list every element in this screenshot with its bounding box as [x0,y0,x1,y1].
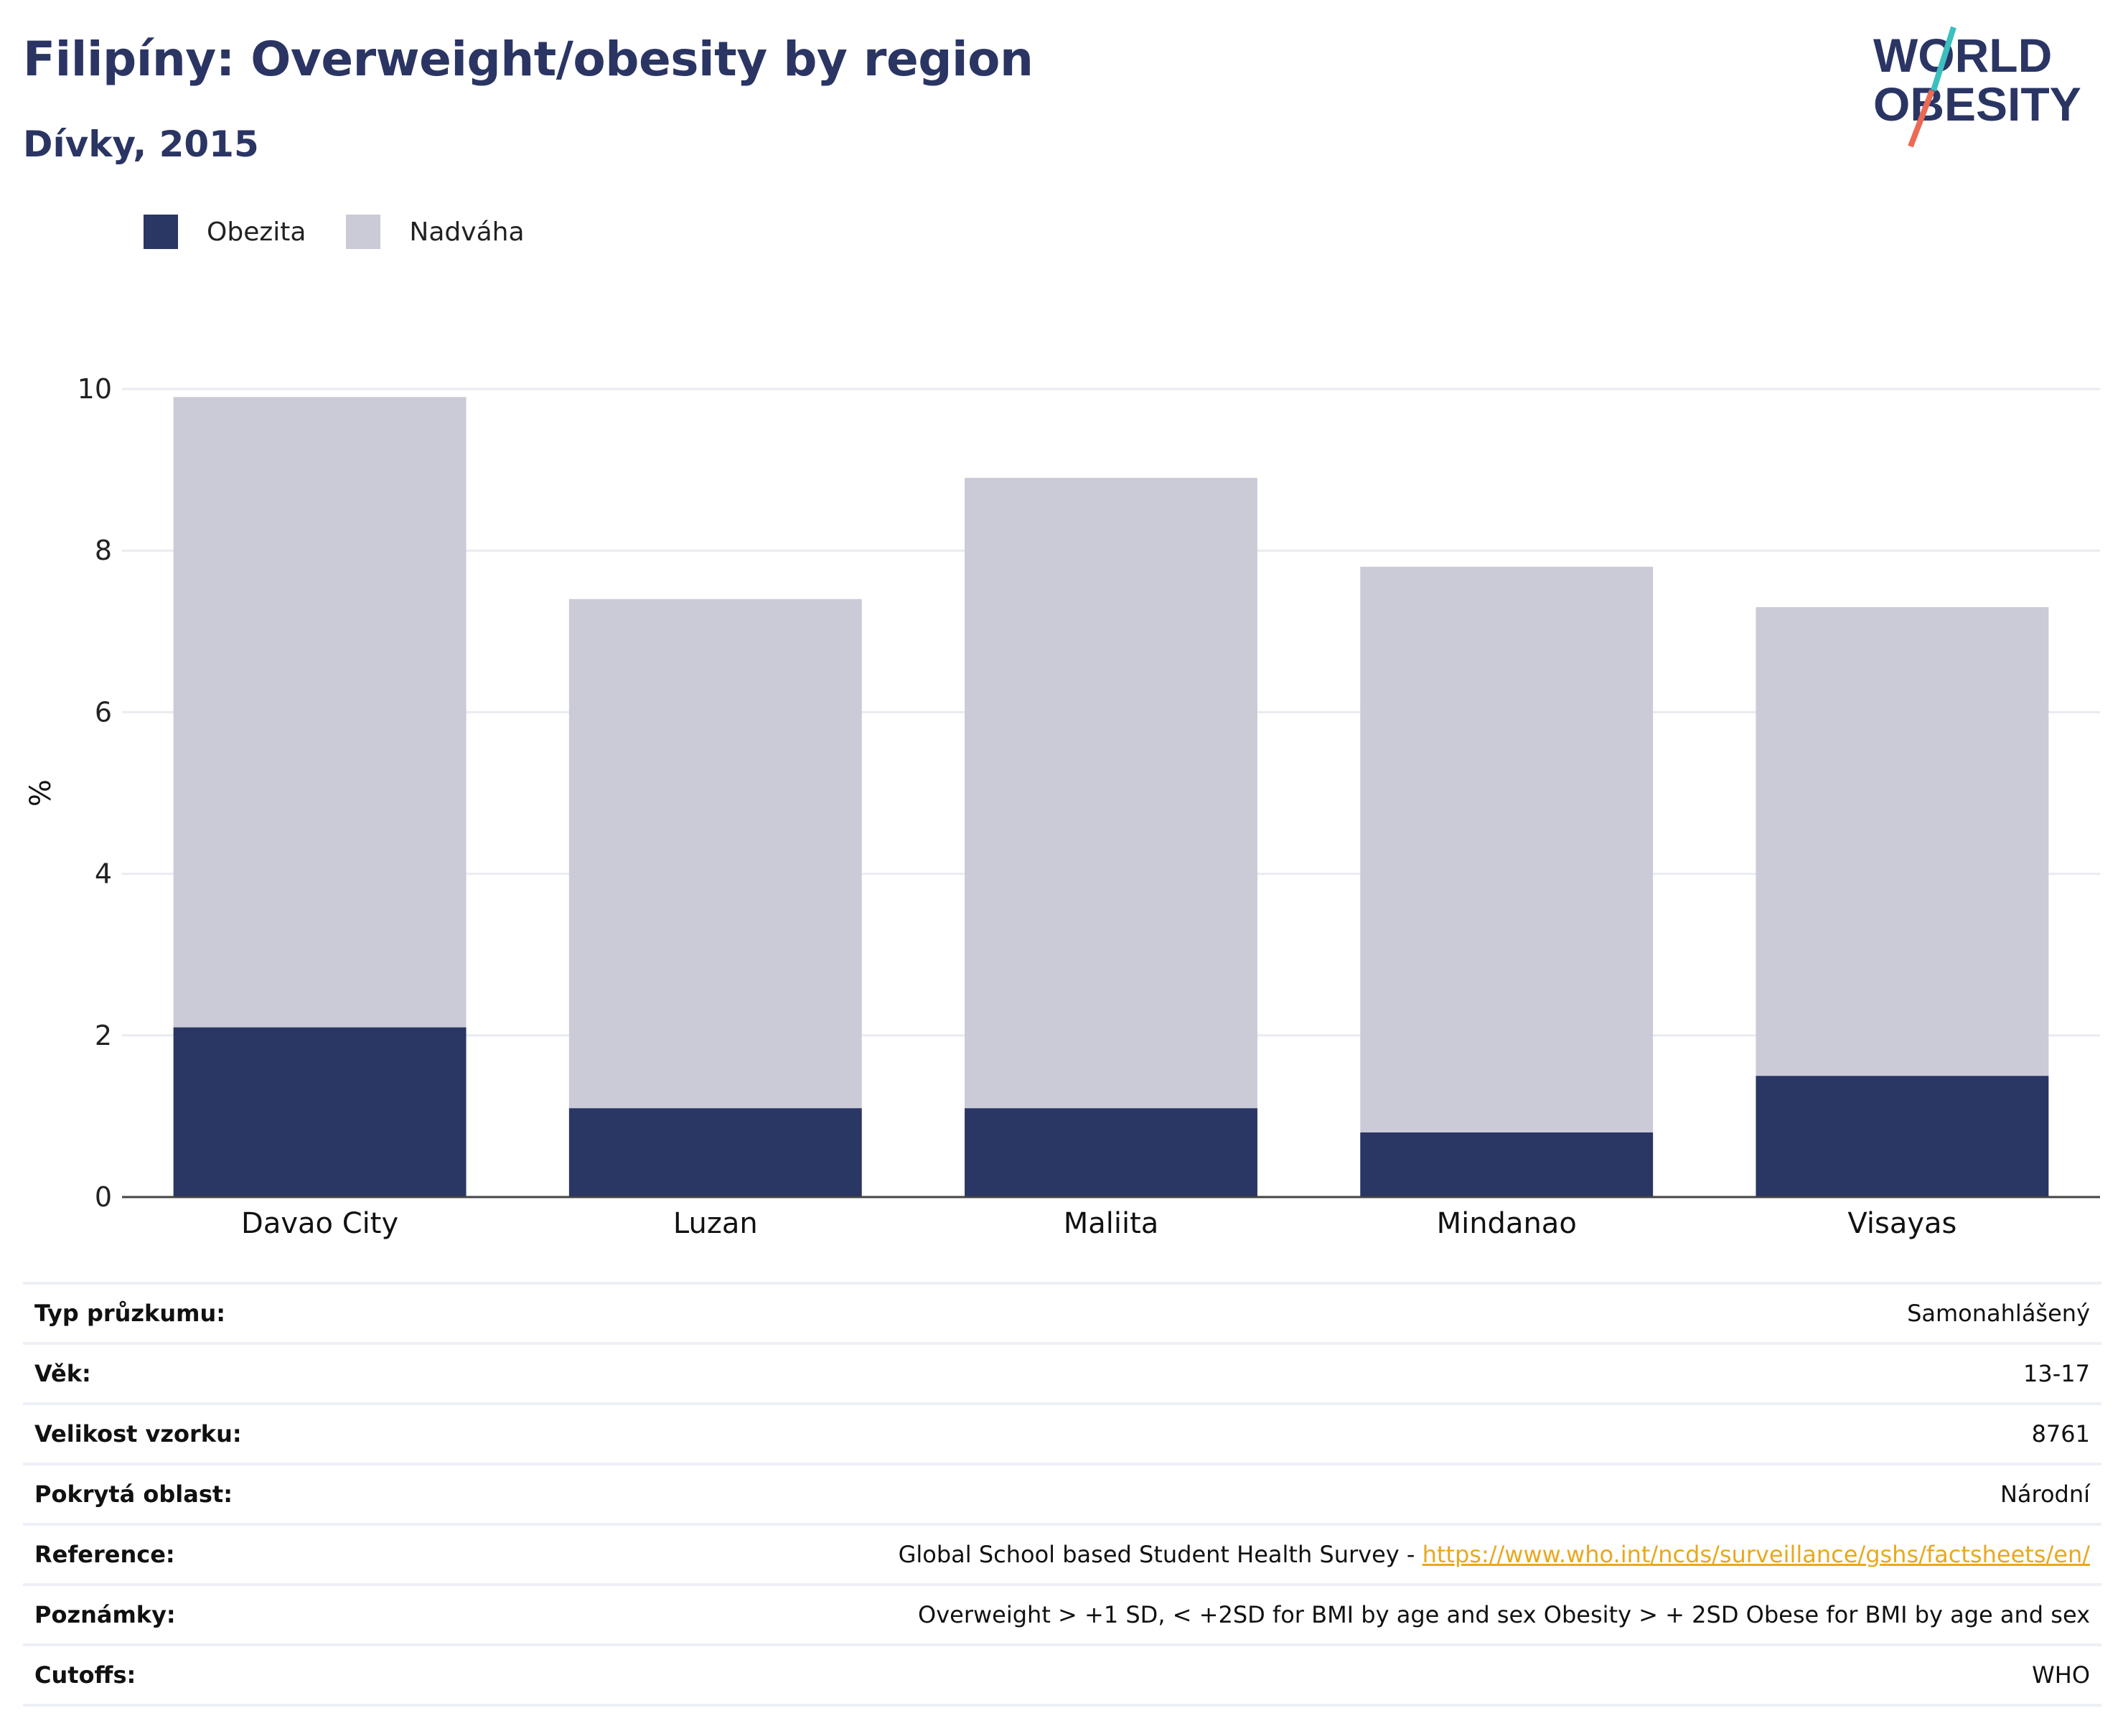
y-tick-label: 2 [95,1020,112,1051]
y-tick-label: 8 [95,535,112,566]
meta-row-survey-type: Typ průzkumu: Samonahlášený [23,1282,2101,1342]
bar-nadváha [965,477,1257,1109]
world-obesity-logo: WORLD OBESITY [1873,26,2081,148]
meta-label: Poznámky: [34,1601,176,1628]
legend-item-obezita[interactable]: Obezita [144,215,306,249]
legend-label-obezita: Obezita [207,217,306,247]
legend-swatch-nadvaha [346,215,381,249]
meta-row-sample-size: Velikost vzorku: 8761 [23,1402,2101,1463]
bar-nadváha [173,397,467,1028]
meta-value-reference: Global School based Student Health Surve… [899,1541,2101,1568]
legend-item-nadvaha[interactable]: Nadváha [346,215,525,249]
bar-obezita [173,1027,467,1197]
meta-value: Overweight > +1 SD, < +2SD for BMI by ag… [918,1601,2090,1628]
legend-label-nadvaha: Nadváha [409,217,525,247]
x-tick-label: Luzan [673,1207,758,1240]
y-tick-label: 4 [95,858,112,890]
meta-label: Typ průzkumu: [34,1300,226,1327]
meta-label: Reference: [34,1541,175,1568]
bar-nadváha [568,599,862,1109]
meta-value: WHO [2032,1661,2090,1689]
meta-value: Samonahlášený [1907,1300,2090,1327]
bar-nadváha [1360,566,1654,1132]
survey-metadata-table: Typ průzkumu: Samonahlášený Věk: 13-17 V… [23,1282,2101,1707]
legend-swatch-obezita [144,215,178,249]
y-axis-label: % [24,779,57,807]
meta-label: Pokrytá oblast: [34,1481,233,1508]
chart-subtitle: Dívky, 2015 [23,123,259,165]
meta-label: Věk: [34,1360,91,1387]
meta-row-cutoffs: Cutoffs: WHO [23,1643,2101,1707]
svg-text:WORLD: WORLD [1873,29,2052,82]
reference-link[interactable]: https://www.who.int/ncds/surveillance/gs… [1422,1541,2090,1568]
chart-title: Filipíny: Overweight/obesity by region [23,32,1034,87]
stacked-bar-chart: 0 2 4 6 8 10% Davao City Luzan Maliita Mindanao Vi… [24,373,2100,1240]
bar-obezita [965,1108,1257,1197]
meta-label: Cutoffs: [34,1661,136,1689]
reference-text: Global School based Student Health Surve… [898,1541,1423,1568]
chart-legend: Obezita Nadváha [144,214,565,250]
meta-row-notes: Poznámky: Overweight > +1 SD, < +2SD for… [23,1583,2101,1643]
x-tick-label: Maliita [1064,1207,1159,1240]
bar-obezita [1756,1076,2049,1197]
meta-value: 8761 [2031,1420,2090,1448]
meta-value: 13-17 [2023,1360,2090,1387]
meta-label: Velikost vzorku: [34,1420,242,1448]
bar-nadváha [1756,607,2049,1076]
meta-row-reference: Reference: Global School based Student H… [23,1523,2101,1583]
meta-row-age: Věk: 13-17 [23,1342,2101,1402]
x-tick-label: Mindanao [1437,1207,1577,1240]
x-tick-label: Davao City [241,1207,398,1240]
y-tick-label: 10 [78,373,112,405]
bar-obezita [1360,1132,1654,1197]
y-tick-label: 0 [95,1181,112,1213]
svg-text:OBESITY: OBESITY [1873,78,2081,131]
bar-obezita [568,1108,862,1197]
meta-row-coverage: Pokrytá oblast: Národní [23,1463,2101,1523]
x-tick-label: Visayas [1847,1207,1956,1240]
y-tick-label: 6 [95,696,112,728]
meta-value: Národní [2000,1481,2090,1508]
